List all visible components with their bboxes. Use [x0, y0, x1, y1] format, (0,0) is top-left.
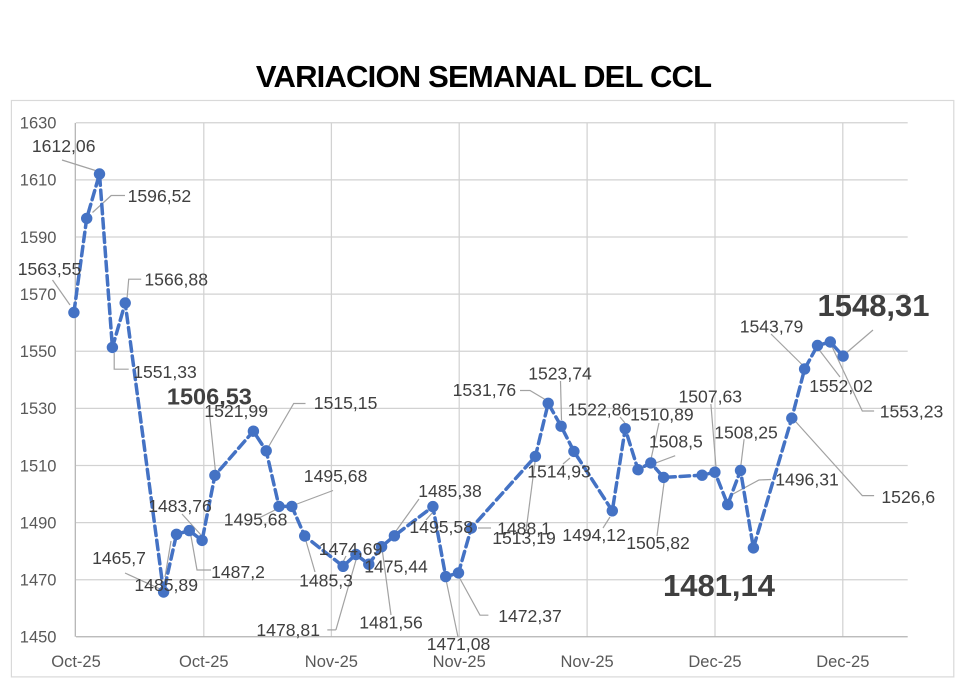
- svg-text:1514,93: 1514,93: [527, 462, 591, 482]
- svg-text:1551,33: 1551,33: [133, 362, 197, 382]
- svg-text:Oct-25: Oct-25: [179, 653, 229, 671]
- svg-text:1490: 1490: [20, 514, 57, 532]
- svg-text:1471,08: 1471,08: [427, 634, 491, 654]
- svg-text:1553,23: 1553,23: [880, 402, 944, 422]
- svg-text:1510,89: 1510,89: [630, 405, 694, 425]
- svg-text:1548,31: 1548,31: [817, 288, 929, 323]
- svg-text:1543,79: 1543,79: [740, 317, 804, 337]
- svg-text:1485,89: 1485,89: [134, 575, 198, 595]
- svg-text:1483,76: 1483,76: [148, 496, 212, 516]
- svg-text:1521,99: 1521,99: [204, 401, 268, 421]
- svg-text:1506,53: 1506,53: [167, 383, 252, 409]
- svg-text:VARIACION SEMANAL DEL CCL: VARIACION SEMANAL DEL CCL: [256, 59, 711, 94]
- svg-text:1550: 1550: [20, 343, 57, 361]
- svg-text:1478,81: 1478,81: [256, 620, 320, 640]
- svg-text:1505,82: 1505,82: [626, 533, 690, 553]
- svg-text:1596,52: 1596,52: [128, 186, 192, 206]
- svg-text:1487,2: 1487,2: [211, 562, 265, 582]
- svg-text:1495,68: 1495,68: [224, 510, 288, 530]
- svg-text:1552,02: 1552,02: [809, 376, 873, 396]
- svg-text:1450: 1450: [20, 629, 57, 647]
- svg-text:1481,14: 1481,14: [663, 568, 776, 603]
- svg-text:1465,7: 1465,7: [92, 548, 146, 568]
- svg-text:1612,06: 1612,06: [32, 136, 96, 156]
- svg-text:1475,44: 1475,44: [364, 557, 428, 577]
- svg-text:1590: 1590: [20, 229, 57, 247]
- svg-text:1630: 1630: [20, 115, 57, 133]
- svg-text:Dec-25: Dec-25: [816, 653, 869, 671]
- svg-text:1488,1: 1488,1: [497, 519, 551, 539]
- svg-text:1508,25: 1508,25: [714, 422, 778, 442]
- svg-text:1610: 1610: [20, 172, 57, 190]
- svg-text:1530: 1530: [20, 400, 57, 418]
- svg-text:1531,76: 1531,76: [453, 380, 517, 400]
- svg-text:1508,5: 1508,5: [649, 431, 703, 451]
- svg-text:1510: 1510: [20, 457, 57, 475]
- svg-text:1485,3: 1485,3: [299, 571, 353, 591]
- svg-text:1513,19: 1513,19: [492, 528, 556, 548]
- svg-text:1481,56: 1481,56: [359, 613, 423, 633]
- svg-text:1522,86: 1522,86: [568, 399, 632, 419]
- svg-text:1570: 1570: [20, 286, 57, 304]
- svg-text:1566,88: 1566,88: [144, 270, 208, 290]
- svg-text:1507,63: 1507,63: [678, 387, 742, 407]
- svg-text:1494,12: 1494,12: [562, 525, 626, 545]
- svg-text:1563,55: 1563,55: [18, 259, 82, 279]
- svg-text:1495,68: 1495,68: [304, 466, 368, 486]
- svg-text:Dec-25: Dec-25: [688, 653, 741, 671]
- svg-text:Nov-25: Nov-25: [433, 653, 486, 671]
- svg-text:1496,31: 1496,31: [775, 470, 839, 490]
- svg-text:1485,38: 1485,38: [418, 481, 482, 501]
- svg-text:1495,58: 1495,58: [409, 517, 473, 537]
- svg-text:1472,37: 1472,37: [498, 606, 562, 626]
- svg-text:1523,74: 1523,74: [528, 364, 592, 384]
- svg-text:Oct-25: Oct-25: [51, 653, 101, 671]
- svg-text:1470: 1470: [20, 572, 57, 590]
- svg-text:1474,69: 1474,69: [319, 539, 383, 559]
- svg-text:1526,6: 1526,6: [881, 487, 935, 507]
- svg-text:1515,15: 1515,15: [314, 393, 378, 413]
- svg-text:Nov-25: Nov-25: [305, 653, 358, 671]
- svg-text:Nov-25: Nov-25: [560, 653, 613, 671]
